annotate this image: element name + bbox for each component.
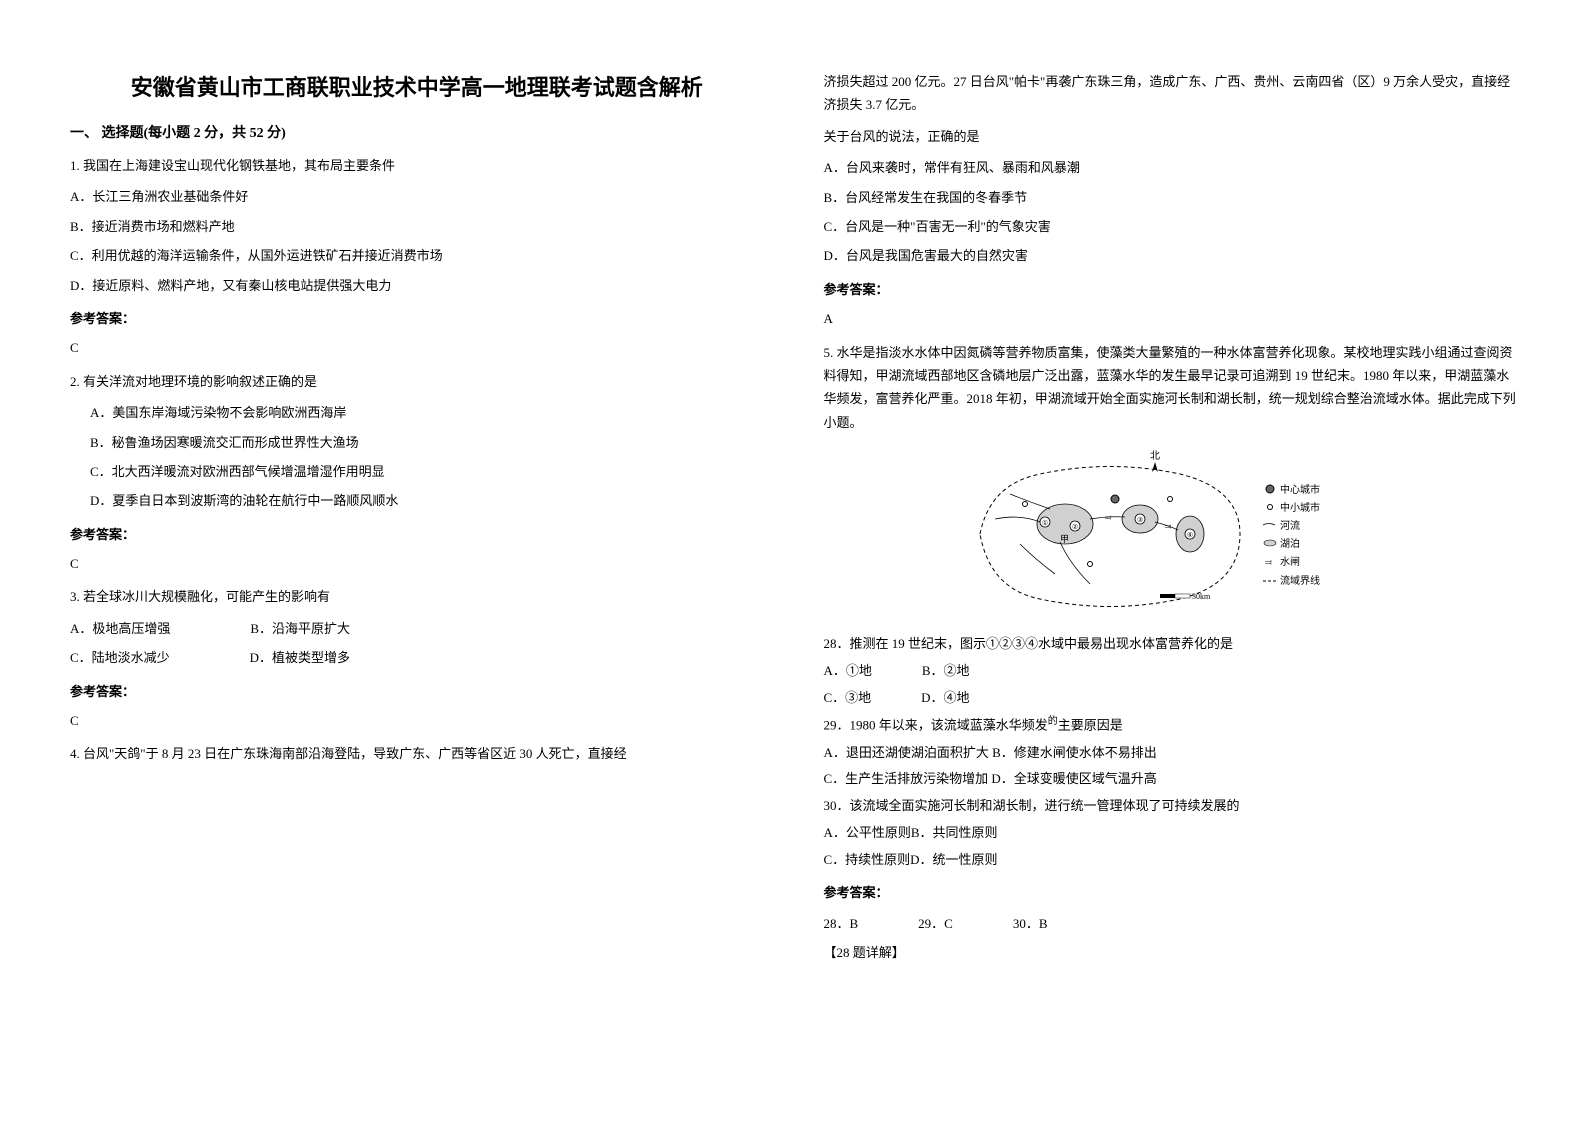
q1-answer-label: 参考答案： [70,307,764,330]
sluice-1: ⫤ [1105,513,1111,522]
q1-opt-a: A．长江三角洲农业基础条件好 [70,185,764,208]
page-title: 安徽省黄山市工商联职业技术中学高一地理联考试题含解析 [70,70,764,102]
scale-bar-2 [1175,594,1190,598]
q3-answer: C [70,709,764,732]
q2-opt-a: A．美国东岸海域污染物不会影响欧洲西海岸 [90,401,764,424]
marker-4-label: ④ [1187,531,1193,539]
right-column: 济损失超过 200 亿元。27 日台风"帕卡"再袭广东珠三角，造成广东、广西、贵… [794,70,1548,1082]
legend-center-city-icon [1266,485,1274,493]
q30-opt-b: B．共同性原则 [911,825,998,840]
question-2: 2. 有关洋流对地理环境的影响叙述正确的是 A．美国东岸海域污染物不会影响欧洲西… [70,370,764,576]
question-5: 5. 水华是指淡水水体中因氮磷等营养物质富集，使藻类大量繁殖的一种水体富营养化现… [824,341,1518,965]
q1-opt-c: C．利用优越的海洋运输条件，从国外运进铁矿石并接近消费市场 [70,244,764,267]
q2-opt-c: C．北大西洋暖流对欧洲西部气候增温增湿作用明显 [90,460,764,483]
question-3: 3. 若全球冰川大规模融化，可能产生的影响有 A．极地高压增强 B．沿海平原扩大… [70,585,764,732]
question-4-part1: 4. 台风"天鸽"于 8 月 23 日在广东珠海南部沿海登陆，导致广东、广西等省… [70,742,764,765]
question-4-part2: 济损失超过 200 亿元。27 日台风"帕卡"再袭广东珠三角，造成广东、广西、贵… [824,70,1518,331]
q4-text-part3: 关于台风的说法，正确的是 [824,125,1518,148]
river-1 [995,517,1040,522]
section-header: 一、 选择题(每小题 2 分，共 52 分) [70,122,764,142]
q29-text-super: 的 [1048,716,1058,727]
legend-center-city: 中心城市 [1280,483,1320,496]
q28-opt-a: A．①地 [824,661,872,682]
map-svg: ① ② ③ ④ 甲 ⫤ ⫤ 北 30km [960,444,1380,624]
jia-label: 甲 [1060,534,1069,544]
q30-opt-d: D．统一性原则 [910,852,997,867]
ans30: 30．B [1013,912,1048,935]
legend-lake-icon [1264,540,1276,546]
city-small-3 [1088,562,1093,567]
q4-opt-d: D．台风是我国危害最大的自然灾害 [824,244,1518,267]
marker-1-label: ① [1042,519,1048,527]
q28-explain: 【28 题详解】 [824,943,1518,964]
q30-opt-c: C．持续性原则 [824,852,911,867]
q29-text: 29．1980 年以来，该流域蓝藻水华频发的主要原因是 [824,714,1518,736]
q1-text: 1. 我国在上海建设宝山现代化钢铁基地，其布局主要条件 [70,154,764,177]
q3-opt-d: D．植被类型增多 [250,646,350,669]
q1-answer: C [70,336,764,359]
q2-answer: C [70,552,764,575]
legend-river: 河流 [1280,519,1300,532]
q2-opt-d: D．夏季自日本到波斯湾的油轮在航行中一路顺风顺水 [90,489,764,512]
q2-answer-label: 参考答案： [70,523,764,546]
q3-opt-b: B．沿海平原扩大 [250,617,350,640]
q4-opt-c: C．台风是一种"百害无一利"的气象灾害 [824,215,1518,238]
city-small-1 [1023,502,1028,507]
q5-text: 5. 水华是指淡水水体中因氮磷等营养物质富集，使藻类大量繁殖的一种水体富营养化现… [824,341,1518,435]
q5-answer-label: 参考答案： [824,881,1518,904]
q29-text-post: 主要原因是 [1058,718,1123,733]
q4-text-part1: 4. 台风"天鸽"于 8 月 23 日在广东珠海南部沿海登陆，导致广东、广西等省… [70,742,764,765]
q4-opt-a: A．台风来袭时，常伴有狂风、暴雨和风暴潮 [824,156,1518,179]
q28-opt-b: B．②地 [922,661,970,682]
q4-text-part2: 济损失超过 200 亿元。27 日台风"帕卡"再袭广东珠三角，造成广东、广西、贵… [824,70,1518,117]
q3-opt-c: C．陆地淡水减少 [70,646,170,669]
q30-text: 30．该流域全面实施河长制和湖长制，进行统一管理体现了可持续发展的 [824,796,1518,817]
q3-opt-a: A．极地高压增强 [70,617,170,640]
left-column: 安徽省黄山市工商联职业技术中学高一地理联考试题含解析 一、 选择题(每小题 2 … [40,70,794,1082]
q4-opt-b: B．台风经常发生在我国的冬春季节 [824,186,1518,209]
q28-text: 28．推测在 19 世纪末，图示①②③④水域中最易出现水体富营养化的是 [824,634,1518,655]
scale-bar-1 [1160,594,1175,598]
q4-answer: A [824,307,1518,330]
q2-text: 2. 有关洋流对地理环境的影响叙述正确的是 [70,370,764,393]
ans29: 29．C [918,912,953,935]
q29-opt-b: B．修建水闸使水体不易排出 [992,745,1157,760]
legend-boundary: 流域界线 [1280,574,1320,587]
q4-answer-label: 参考答案： [824,278,1518,301]
sluice-2: ⫤ [1165,522,1171,531]
q28-opt-d: D．④地 [921,688,969,709]
city-small-2 [1168,497,1173,502]
north-label: 北 [1150,450,1160,462]
river-6 [1020,544,1055,574]
q2-opt-b: B．秘鲁渔场因寒暖流交汇而形成世界性大渔场 [90,431,764,454]
q29-opt-a: A．退田还湖使湖泊面积扩大 [824,745,989,760]
river-5 [1060,542,1090,584]
legend-small-city: 中小城市 [1280,501,1320,514]
legend-sluice-icon: ⫤ [1265,557,1272,567]
q29-text-pre: 29．1980 年以来，该流域蓝藻水华频发 [824,718,1048,733]
legend-lake: 湖泊 [1280,538,1300,550]
legend-sluice: 水闸 [1280,555,1300,568]
q1-opt-d: D．接近原料、燃料产地，又有秦山核电站提供强大电力 [70,274,764,297]
marker-2-label: ② [1072,523,1078,531]
q1-opt-b: B．接近消费市场和燃料产地 [70,215,764,238]
legend-small-city-icon [1268,505,1273,510]
ans28: 28．B [824,912,859,935]
q29-opt-d: D．全球变暖使区域气温升高 [991,771,1156,786]
q28-opt-c: C．③地 [824,688,872,709]
q3-text: 3. 若全球冰川大规模融化，可能产生的影响有 [70,585,764,608]
legend-river-icon [1263,524,1275,526]
marker-3-label: ③ [1137,516,1143,524]
scale-label: 30km [1192,592,1211,601]
map-figure: ① ② ③ ④ 甲 ⫤ ⫤ 北 30km [960,444,1380,624]
river-2 [1010,494,1050,509]
q3-answer-label: 参考答案： [70,680,764,703]
north-arrow-icon [1152,462,1158,472]
city-center [1111,495,1119,503]
q30-opt-a: A．公平性原则 [824,825,911,840]
question-1: 1. 我国在上海建设宝山现代化钢铁基地，其布局主要条件 A．长江三角洲农业基础条… [70,154,764,360]
q29-opt-c: C．生产生活排放污染物增加 [824,771,989,786]
